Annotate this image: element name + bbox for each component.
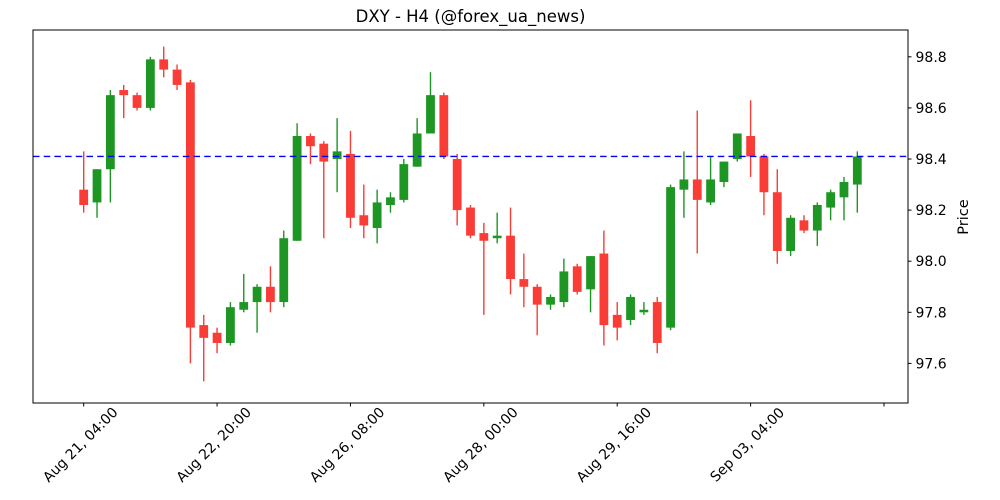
candle-body-down — [199, 325, 209, 338]
candle-body-down — [159, 59, 169, 70]
candle-body-down — [439, 95, 449, 157]
x-tick-label: Aug 29, 16:00 — [574, 405, 655, 486]
candle-body-up — [786, 217, 796, 251]
candle-body-down — [746, 136, 756, 157]
y-tick-label: 97.8 — [916, 305, 947, 321]
candle-body-up — [812, 205, 822, 231]
x-tick-label: Aug 22, 20:00 — [174, 405, 255, 486]
candle-body-down — [185, 82, 195, 328]
candle-body-up — [399, 164, 409, 200]
candle-body-up — [706, 179, 715, 203]
candle-body-down — [79, 189, 89, 206]
candle-body-down — [172, 69, 182, 85]
candle-body-up — [546, 296, 555, 305]
y-axis-label: Price — [956, 199, 972, 235]
candle-body-down — [346, 153, 355, 218]
candle-body-down — [359, 215, 369, 226]
x-tick-label: Aug 21, 04:00 — [40, 405, 121, 486]
candle-body-down — [652, 302, 662, 343]
candle-body-down — [612, 314, 622, 328]
candle-body-down — [452, 159, 462, 211]
candle-body-down — [759, 156, 769, 193]
candle-body-up — [426, 95, 435, 134]
chart-title: DXY - H4 (@forex_ua_news) — [355, 7, 586, 26]
candle-body-down — [319, 143, 329, 162]
candle-body-up — [145, 59, 155, 108]
candle-body-down — [572, 266, 582, 292]
candle-body-down — [212, 332, 222, 343]
candle-body-up — [826, 192, 836, 208]
candle-body-up — [559, 271, 569, 303]
candle-body-up — [839, 182, 849, 198]
candle-body-down — [692, 179, 702, 200]
candle-body-down — [306, 136, 315, 147]
candle-body-up — [372, 202, 382, 228]
candle-body-down — [466, 207, 475, 236]
candle-body-up — [666, 187, 675, 328]
y-tick-label: 98.0 — [916, 254, 947, 270]
candle-body-down — [772, 192, 782, 251]
candle-body-down — [519, 279, 529, 287]
y-tick-label: 97.6 — [916, 356, 947, 372]
candle-body-up — [412, 133, 422, 167]
candle-body-up — [332, 151, 342, 160]
candle-body-down — [532, 286, 542, 305]
candle-body-up — [626, 296, 635, 320]
candle-body-up — [252, 286, 262, 303]
candle-body-up — [732, 133, 742, 160]
candle-body-down — [132, 95, 142, 108]
candle-body-up — [639, 309, 649, 313]
candle-body-down — [119, 90, 129, 96]
candle-body-down — [266, 286, 275, 303]
candle-body-up — [719, 161, 729, 183]
candle-body-up — [386, 197, 395, 206]
x-tick-label: Aug 26, 08:00 — [307, 405, 388, 486]
candle-body-up — [92, 169, 102, 203]
x-tick-label: Aug 28, 00:00 — [440, 405, 521, 486]
candle-body-down — [599, 253, 609, 326]
candle-body-up — [239, 302, 249, 310]
x-tick-label: Sep 03, 04:00 — [708, 405, 789, 486]
candle-body-up — [226, 307, 235, 343]
candle-body-up — [105, 95, 115, 170]
candle-body-down — [506, 235, 515, 280]
candle-body-up — [492, 235, 502, 239]
candle-body-up — [852, 156, 862, 185]
candle-body-up — [679, 179, 689, 190]
candle-body-down — [799, 220, 809, 231]
y-tick-label: 98.6 — [916, 101, 947, 117]
candle-body-up — [586, 256, 595, 290]
candle-body-up — [292, 136, 302, 241]
y-tick-label: 98.8 — [916, 50, 947, 66]
y-tick-label: 98.4 — [916, 152, 947, 168]
axes-frame — [32, 29, 909, 404]
candle-body-down — [479, 233, 489, 241]
y-tick-label: 98.2 — [916, 203, 947, 219]
candle-body-up — [279, 238, 289, 303]
